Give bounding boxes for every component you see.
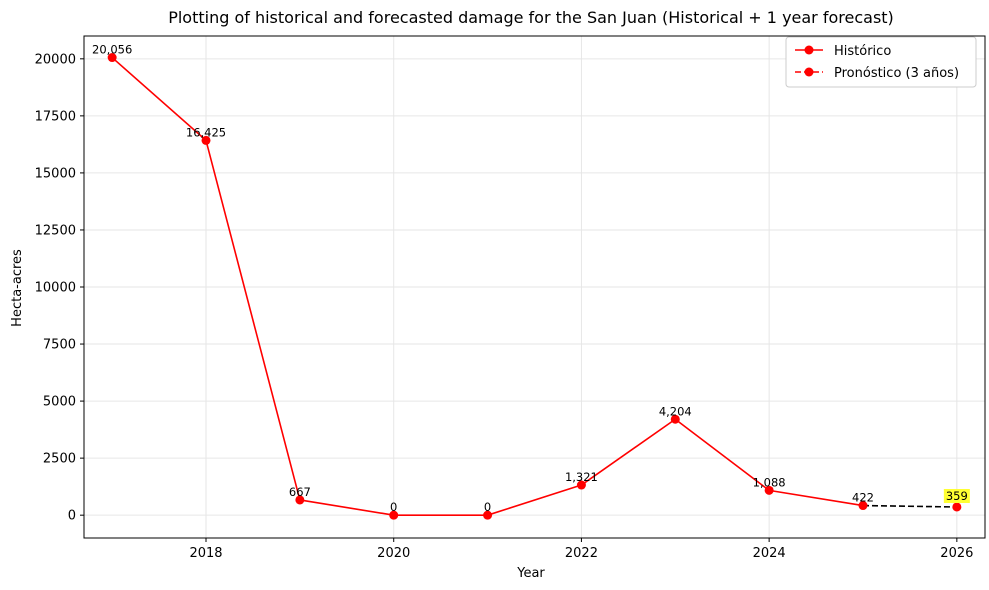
historico-data-label: 1,088 (753, 475, 786, 489)
x-axis: 2018 2020 2022 2024 2026 (189, 538, 973, 561)
y-axis-title: Hecta-acres (10, 249, 25, 327)
historico-data-label: 1,321 (565, 470, 598, 484)
grid (84, 36, 985, 538)
legend-pronostico-label: Pronóstico (3 años) (834, 66, 959, 81)
data-labels: 20,056 16,425 667 0 0 1,321 4,204 1,088 422 359 (92, 43, 970, 514)
y-tick-label: 10000 (35, 281, 76, 296)
historico-point (483, 510, 493, 520)
pronostico-label-highlight (943, 488, 970, 503)
y-tick-label: 2500 (43, 452, 76, 467)
x-tick-label: 2024 (753, 546, 786, 561)
legend-pronostico-marker (804, 67, 814, 77)
chart-title: Plotting of historical and forecasted da… (168, 8, 894, 27)
historico-data-label: 667 (289, 485, 311, 499)
y-tick-label: 0 (68, 509, 76, 524)
series-layer (107, 53, 962, 520)
historico-point (670, 414, 680, 424)
legend-historico-marker (804, 45, 814, 55)
historico-point (295, 495, 305, 505)
y-axis: 0 2500 5000 7500 10000 12500 15000 17500 20000 (35, 52, 84, 524)
historico-point (201, 135, 211, 145)
pronostico-data-label: 359 (946, 489, 968, 503)
historico-data-label: 20,056 (92, 43, 132, 57)
y-tick-label: 15000 (35, 166, 76, 181)
y-tick-label: 20000 (35, 52, 76, 67)
historico-point (858, 501, 868, 511)
historico-data-label: 0 (484, 500, 491, 514)
y-tick-label: 17500 (35, 109, 76, 124)
x-tick-label: 2018 (189, 546, 222, 561)
legend: Histórico Pronóstico (3 años) (785, 36, 977, 88)
historico-data-label: 4,204 (659, 404, 692, 418)
x-axis-title: Year (516, 566, 545, 581)
legend-historico-label: Histórico (834, 44, 891, 59)
historico-point (764, 485, 774, 495)
historico-data-label: 422 (852, 491, 874, 505)
x-tick-label: 2020 (377, 546, 410, 561)
historico-data-label: 16,425 (186, 125, 226, 139)
y-tick-label: 5000 (43, 395, 76, 410)
historico-point (107, 53, 117, 63)
x-tick-label: 2022 (565, 546, 598, 561)
x-tick-label: 2026 (940, 546, 973, 561)
historico-point (576, 480, 586, 490)
pronostico-line (862, 504, 957, 508)
y-tick-label: 7500 (43, 338, 76, 353)
historico-point (389, 510, 399, 520)
pronostico-point (952, 502, 962, 512)
historico-data-label: 0 (390, 500, 397, 514)
legend-box (785, 36, 977, 88)
y-tick-label: 12500 (35, 223, 76, 238)
